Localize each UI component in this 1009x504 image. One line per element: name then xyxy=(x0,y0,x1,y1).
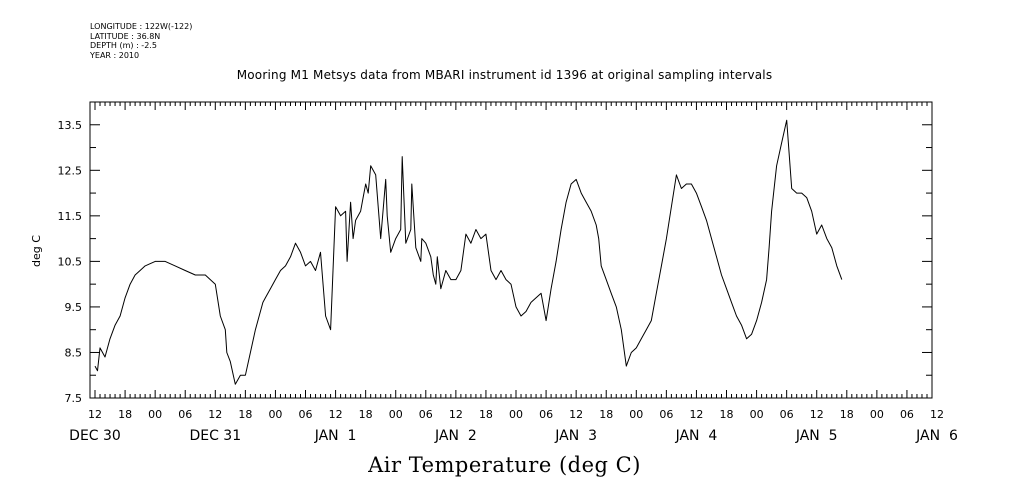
y-axis-label: deg C xyxy=(30,235,43,267)
x-tick-label: 18 xyxy=(359,408,373,421)
x-tick-label: 06 xyxy=(178,408,192,421)
year-text: YEAR : 2010 xyxy=(90,50,140,60)
x-tick-label: 12 xyxy=(569,408,583,421)
x-tick-label: 18 xyxy=(479,408,493,421)
y-tick-label: 12.5 xyxy=(58,164,83,177)
x-tick-label: 00 xyxy=(148,408,162,421)
y-tick-label: 13.5 xyxy=(58,119,83,132)
x-tick-label: 18 xyxy=(118,408,132,421)
x-tick-label: 12 xyxy=(208,408,222,421)
x-axis-label: Air Temperature (deg C) xyxy=(368,453,641,477)
metadata-block: LONGITUDE : 122W(-122) LATITUDE : 36.8N … xyxy=(90,22,192,60)
x-tick-label: 18 xyxy=(840,408,854,421)
x-tick-label: 06 xyxy=(900,408,914,421)
x-tick-label: 00 xyxy=(870,408,884,421)
x-tick-label: 06 xyxy=(299,408,313,421)
plot-frame xyxy=(89,101,933,399)
air-temperature-line xyxy=(94,119,843,385)
x-tick-label: 00 xyxy=(750,408,764,421)
x-tick-label: 12 xyxy=(329,408,343,421)
y-tick-label: 7.5 xyxy=(65,392,83,405)
x-tick-label: 06 xyxy=(659,408,673,421)
x-day-label: JAN 6 xyxy=(915,428,958,444)
x-tick-label: 18 xyxy=(238,408,252,421)
x-day-label: JAN 1 xyxy=(314,428,357,444)
x-tick-label: 06 xyxy=(780,408,794,421)
chart-title: Mooring M1 Metsys data from MBARI instru… xyxy=(236,68,773,82)
x-day-label: JAN 4 xyxy=(675,428,718,444)
x-tick-label: 18 xyxy=(720,408,734,421)
x-tick-label: 12 xyxy=(689,408,703,421)
latitude-text: LATITUDE : 36.8N xyxy=(90,31,161,41)
x-tick-label: 00 xyxy=(509,408,523,421)
y-tick-label: 11.5 xyxy=(58,210,83,223)
x-day-label: DEC 30 xyxy=(69,428,121,444)
x-tick-label: 12 xyxy=(88,408,102,421)
x-day-label: DEC 31 xyxy=(189,428,241,444)
y-tick-label: 10.5 xyxy=(58,255,83,268)
longitude-text: LONGITUDE : 122W(-122) xyxy=(90,22,193,31)
y-tick-label: 8.5 xyxy=(65,346,83,359)
x-day-label: JAN 5 xyxy=(795,428,838,444)
x-tick-label: 12 xyxy=(810,408,824,421)
x-tick-label: 00 xyxy=(629,408,643,421)
x-day-label: JAN 2 xyxy=(434,428,477,444)
x-tick-label: 06 xyxy=(539,408,553,421)
x-tick-label: 18 xyxy=(599,408,613,421)
x-tick-label: 06 xyxy=(419,408,433,421)
x-tick-label: 00 xyxy=(389,408,403,421)
x-tick-label: 00 xyxy=(268,408,282,421)
x-day-label: JAN 3 xyxy=(554,428,597,444)
x-tick-label: 12 xyxy=(930,408,944,421)
y-tick-label: 9.5 xyxy=(65,301,83,314)
x-tick-label: 12 xyxy=(449,408,463,421)
depth-text: DEPTH (m) : -2.5 xyxy=(90,41,157,50)
